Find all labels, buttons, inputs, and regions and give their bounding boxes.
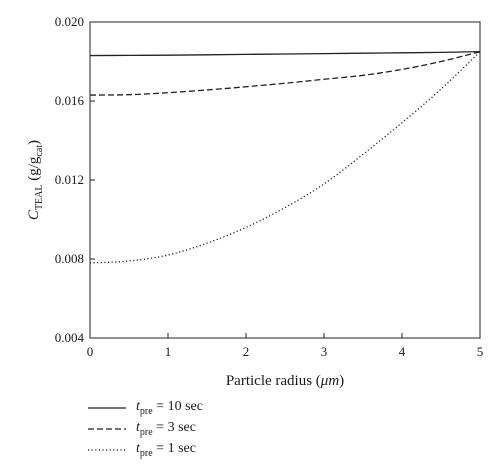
x-axis-title: Particle radius (μm) <box>226 373 344 389</box>
y-tick-label: 0.016 <box>55 93 85 108</box>
x-tick-label: 4 <box>399 344 406 359</box>
y-tick-label: 0.008 <box>55 251 84 266</box>
y-axis: 0.004 0.008 0.012 0.016 0.020 <box>55 14 95 345</box>
series-line-dotted <box>89 51 481 264</box>
legend-label: tpre = 10 sec <box>136 399 203 417</box>
legend-item: tpre = 10 sec <box>88 398 203 418</box>
series-line-solid <box>89 50 481 57</box>
legend-label: tpre = 3 sec <box>136 420 196 438</box>
y-tick-label: 0.004 <box>55 330 85 345</box>
plot-border <box>89 21 481 339</box>
legend-item: tpre = 3 sec <box>88 419 203 439</box>
chart: 0 1 2 3 4 5 0.004 0.008 0.012 0.016 0.020 Particl… <box>26 14 484 389</box>
x-tick-label: 5 <box>477 344 484 359</box>
x-tick-label: 3 <box>321 344 328 359</box>
y-axis-title: CTEAL (g/gcat) <box>26 140 45 220</box>
x-tick-label: 2 <box>243 344 250 359</box>
series-lines <box>89 50 481 264</box>
legend-swatch-solid <box>88 407 126 409</box>
y-tick-label: 0.012 <box>55 172 84 187</box>
legend-swatch-dashed <box>88 428 126 430</box>
x-axis: 0 1 2 3 4 5 <box>87 333 484 359</box>
series-line-dashed <box>89 50 481 96</box>
legend: tpre = 10 sec tpre = 3 sec tpre = 1 sec <box>88 398 203 461</box>
legend-swatch-dotted <box>88 449 126 451</box>
y-tick-label: 0.020 <box>55 14 84 29</box>
plot-frame <box>89 21 481 339</box>
legend-item: tpre = 1 sec <box>88 440 203 460</box>
legend-label: tpre = 1 sec <box>136 441 196 459</box>
x-tick-label: 1 <box>165 344 172 359</box>
x-tick-label: 0 <box>87 344 94 359</box>
